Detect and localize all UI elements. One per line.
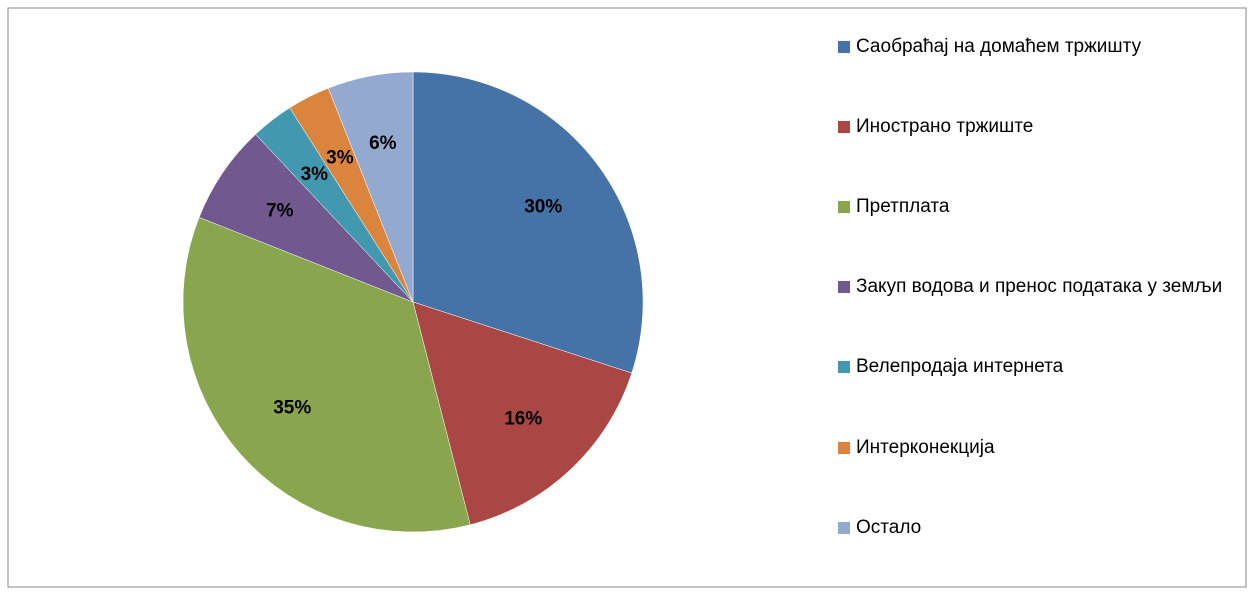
data-label: 3%	[301, 164, 329, 185]
legend-item: Велепродаја интернета	[838, 351, 1236, 382]
legend-label: Велепродаја интернета	[856, 356, 1064, 378]
legend-item: Интерконекција	[838, 432, 1236, 463]
legend-label: Инострано тржиште	[856, 115, 1034, 137]
legend-swatch	[838, 361, 850, 374]
data-label: 3%	[326, 148, 354, 169]
pie-slice	[412, 71, 644, 374]
pie-slice	[412, 301, 633, 526]
legend-swatch	[838, 441, 850, 454]
legend-label: Саобраћај на домаћем тржишту	[856, 35, 1142, 57]
legend-swatch	[838, 281, 850, 294]
legend-swatch	[838, 200, 850, 213]
legend-label: Закуп водова и пренос података у земљи	[856, 276, 1223, 298]
legend-swatch	[838, 40, 850, 53]
legend-label: Интерконекција	[856, 436, 995, 458]
pie-slice	[198, 133, 414, 303]
legend-item: Остало	[838, 512, 1236, 543]
pie-slice	[328, 71, 414, 303]
legend-label: Остало	[856, 516, 922, 538]
data-label: 35%	[273, 397, 311, 418]
data-label: 6%	[369, 133, 397, 154]
legend-item: Закуп водова и пренос података у земљи	[838, 271, 1236, 302]
legend-item: Претплата	[838, 191, 1236, 222]
legend-swatch	[838, 521, 850, 534]
pie-slice	[182, 217, 471, 533]
chart-border	[7, 7, 1247, 588]
legend-item: Саобраћај на домаћем тржишту	[838, 31, 1236, 62]
legend-label: Претплата	[856, 195, 950, 217]
legend-item: Инострано тржиште	[838, 111, 1236, 142]
data-label: 7%	[266, 201, 294, 222]
data-label: 30%	[524, 196, 562, 217]
data-label: 16%	[504, 408, 542, 429]
legend-swatch	[838, 120, 850, 133]
